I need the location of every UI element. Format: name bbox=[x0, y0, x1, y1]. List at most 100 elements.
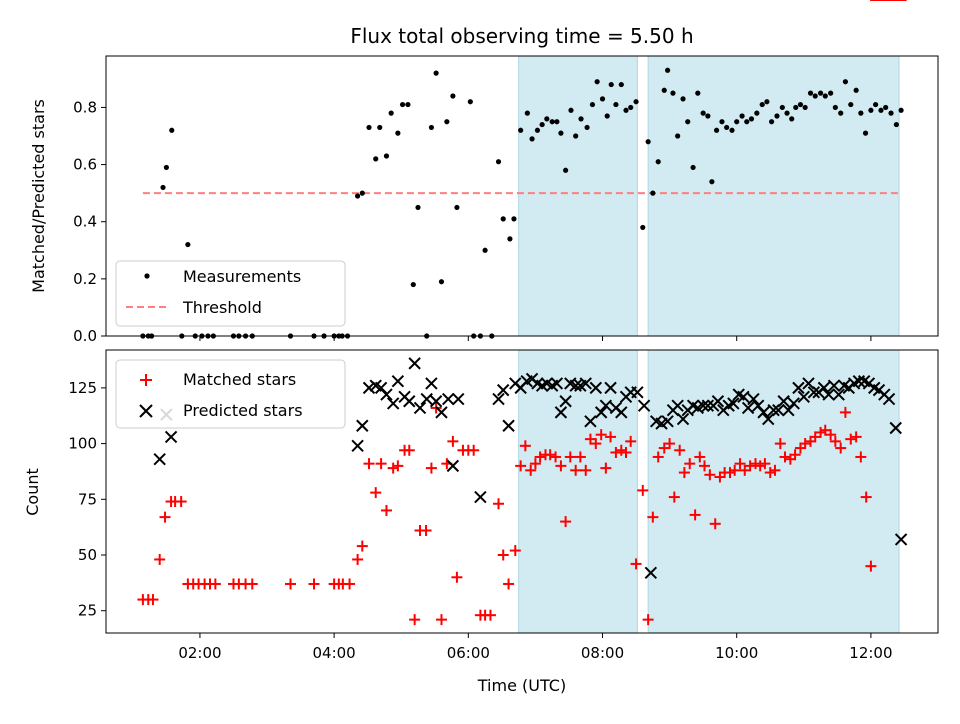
predicted-star-point bbox=[474, 490, 487, 504]
measurement-point bbox=[539, 121, 545, 128]
matched-star-point bbox=[484, 609, 496, 621]
predicted-star-b bbox=[797, 390, 811, 404]
measurement-point bbox=[848, 101, 854, 108]
measurement-point bbox=[163, 164, 169, 171]
measurement-point bbox=[713, 127, 720, 133]
predicted-star-b bbox=[832, 388, 845, 401]
measurement-point bbox=[410, 281, 416, 288]
predicted-star-b bbox=[564, 377, 577, 390]
measurement-point bbox=[739, 113, 745, 119]
matched-star-point bbox=[759, 458, 771, 470]
measurement-point bbox=[185, 241, 191, 248]
matched-star-point bbox=[403, 444, 415, 456]
matched-star-point bbox=[664, 438, 676, 450]
legend-measurements-marker bbox=[144, 273, 150, 279]
predicted-star-b bbox=[882, 392, 896, 406]
measurement-point bbox=[589, 101, 596, 108]
predicted-star-point bbox=[356, 419, 369, 432]
measurement-point bbox=[719, 119, 725, 125]
predicted-star-b bbox=[852, 374, 866, 388]
y-tick-label: 0.8 bbox=[73, 98, 97, 116]
matched-star-point bbox=[519, 440, 531, 452]
y-tick-label: 75 bbox=[78, 490, 97, 508]
measurement-point bbox=[563, 167, 569, 173]
matched-star-point bbox=[363, 458, 375, 470]
measurement-point bbox=[395, 130, 401, 136]
predicted-star-b bbox=[386, 397, 400, 410]
y-tick-label: 0.4 bbox=[73, 213, 97, 231]
matched-star-point bbox=[375, 458, 387, 470]
measurement-point bbox=[645, 139, 651, 145]
shaded-interval bbox=[647, 55, 900, 337]
predicted-star-point bbox=[889, 421, 902, 435]
predicted-star-point bbox=[741, 401, 755, 415]
y-tick-label: 100 bbox=[68, 435, 97, 453]
predicted-star-point bbox=[594, 406, 608, 419]
measurement-point bbox=[608, 81, 614, 88]
matched-star-point bbox=[380, 504, 392, 516]
measurement-point bbox=[554, 119, 560, 125]
predicted-star-b bbox=[374, 381, 388, 395]
matched-star-point bbox=[600, 462, 612, 474]
x-tick-label: 12:00 bbox=[849, 644, 892, 662]
measurement-point bbox=[355, 193, 361, 199]
predicted-star-point bbox=[362, 381, 376, 395]
matched-star-point bbox=[435, 614, 447, 626]
matched-star-point bbox=[699, 460, 711, 472]
measurement-point bbox=[769, 119, 775, 125]
matched-star-point bbox=[605, 431, 617, 443]
predicted-star-point bbox=[351, 439, 364, 453]
predicted-star-point bbox=[604, 381, 617, 395]
measurement-point bbox=[665, 67, 671, 73]
predicted-star-point bbox=[757, 406, 770, 419]
measurement-point bbox=[695, 90, 701, 96]
measurement-point bbox=[549, 119, 555, 125]
matched-star-point bbox=[503, 578, 515, 590]
measurement-point bbox=[618, 81, 624, 88]
predicted-star-b bbox=[762, 412, 775, 426]
predicted-star-b bbox=[403, 395, 416, 408]
y-tick-label: 0.2 bbox=[73, 270, 97, 288]
predicted-star-b bbox=[474, 490, 487, 504]
predicted-star-point bbox=[772, 403, 785, 417]
predicted-star-point bbox=[435, 406, 448, 419]
measurement-point bbox=[529, 136, 535, 142]
matched-star-point bbox=[525, 464, 537, 476]
predicted-star-b bbox=[589, 381, 603, 395]
predicted-star-point bbox=[671, 399, 684, 412]
measurement-point bbox=[724, 124, 730, 131]
predicted-star-point bbox=[589, 381, 603, 395]
predicted-star-point bbox=[767, 403, 780, 417]
shaded-interval bbox=[518, 55, 638, 337]
predicted-star-b bbox=[584, 415, 597, 428]
measurement-point bbox=[764, 99, 770, 105]
matched-star-point bbox=[689, 509, 701, 521]
legend-threshold-label: Threshold bbox=[182, 298, 262, 317]
predicted-star-b bbox=[868, 381, 881, 395]
predicted-star-b bbox=[369, 379, 382, 392]
measurement-point bbox=[573, 133, 579, 139]
legend-matched-label: Matched stars bbox=[183, 370, 296, 389]
matched-star-point bbox=[392, 460, 404, 472]
x-tick-label: 10:00 bbox=[715, 644, 758, 662]
predicted-star-b bbox=[671, 399, 684, 412]
matched-star-point bbox=[855, 451, 867, 463]
measurement-point bbox=[495, 159, 502, 165]
predicted-star-b bbox=[889, 421, 902, 435]
matched-star-point bbox=[630, 558, 642, 570]
matched-star-point bbox=[734, 458, 746, 470]
measurement-point bbox=[797, 101, 804, 108]
predicted-star-b bbox=[492, 392, 505, 406]
matched-star-point bbox=[370, 487, 382, 499]
matched-star-point bbox=[620, 447, 632, 459]
measurement-point bbox=[690, 164, 696, 171]
predicted-star-b bbox=[531, 377, 544, 390]
predicted-star-b bbox=[644, 566, 658, 580]
measurement-point bbox=[568, 107, 574, 113]
predicted-star-b bbox=[661, 415, 674, 428]
measurement-point bbox=[779, 104, 785, 111]
measurement-point bbox=[428, 124, 435, 131]
matched-star-point bbox=[425, 462, 437, 474]
matched-star-point bbox=[774, 438, 786, 450]
measurement-point bbox=[444, 119, 450, 125]
